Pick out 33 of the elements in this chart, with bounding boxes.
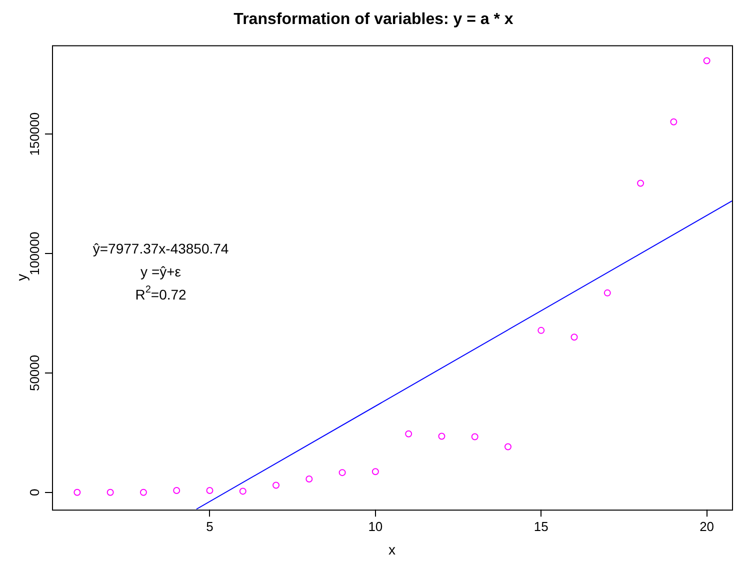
- x-tick-label: 10: [368, 518, 383, 534]
- point: [173, 486, 180, 494]
- point: [239, 488, 246, 495]
- chart-title: Transformation of variables: y = a * x: [234, 11, 514, 28]
- x-axis-title: x: [388, 541, 396, 558]
- annotation: y =ŷ+ε: [140, 263, 182, 280]
- annotation: ŷ=7977.37x-43850.74: [92, 240, 229, 256]
- point: [670, 118, 678, 126]
- point: [637, 180, 644, 187]
- point: [538, 326, 545, 334]
- y-tick-label: 150000: [27, 112, 42, 156]
- point: [140, 488, 147, 496]
- point: [306, 476, 313, 483]
- y-tick-label: 50000: [27, 354, 42, 392]
- point: [206, 486, 214, 494]
- point: [604, 289, 611, 296]
- x-tick-label: 15: [534, 518, 548, 534]
- point: [570, 334, 578, 341]
- point: [106, 488, 114, 496]
- point: [504, 443, 512, 450]
- x-tick-label: 20: [700, 518, 714, 534]
- x-tick-label: 5: [206, 518, 214, 534]
- y-tick-label: 0: [27, 488, 42, 496]
- point: [338, 469, 346, 476]
- point: [74, 488, 81, 496]
- point: [272, 482, 280, 489]
- y-tick-label: 100000: [27, 232, 42, 276]
- point: [471, 433, 478, 440]
- point: [438, 432, 446, 440]
- point: [405, 430, 412, 438]
- point: [703, 57, 710, 64]
- point: [372, 468, 379, 476]
- y-axis-title: y: [13, 274, 30, 281]
